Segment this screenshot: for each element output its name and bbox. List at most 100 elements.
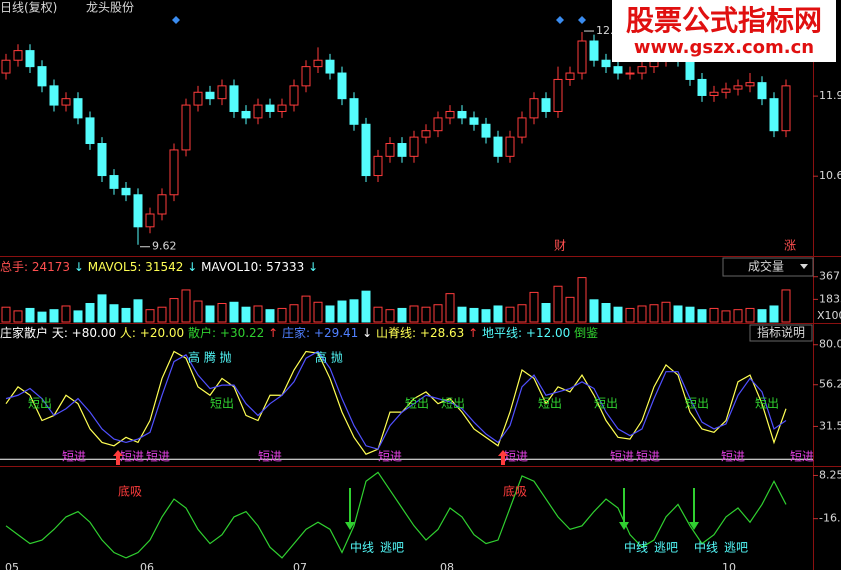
legend: 总手: 24173 ↓ MAVOL5: 31542 ↓ MAVOL10: 573…	[0, 260, 318, 274]
watermark-title: 股票公式指标网	[626, 4, 822, 37]
candle-body	[121, 187, 131, 196]
stock-name: 龙头股份	[86, 1, 134, 15]
volume-bar	[109, 304, 119, 323]
candle-body	[337, 72, 347, 100]
candle-body	[61, 98, 71, 106]
volume-bar	[421, 306, 431, 323]
candle-body	[1, 59, 11, 74]
help-label[interactable]: 指标说明	[757, 325, 805, 340]
legend-item: ↓	[362, 326, 372, 340]
legend-item: ↓	[308, 260, 318, 274]
volume-bar	[685, 306, 695, 323]
candle-body	[277, 104, 287, 112]
signal-label: 短进	[120, 450, 144, 464]
volume-bar	[349, 299, 359, 323]
candle-body	[781, 85, 791, 132]
volume-bar	[721, 310, 731, 323]
candle-body	[49, 85, 59, 106]
candle-body	[505, 136, 515, 157]
sell-arrow-head	[345, 522, 355, 530]
month-label: 07	[293, 561, 307, 570]
candle-body	[421, 130, 431, 138]
signal-label: 短出	[594, 397, 618, 411]
candle-body	[721, 88, 731, 93]
candle-body	[541, 98, 551, 112]
signal-label: 短进	[146, 450, 170, 464]
sell-arrow-head	[619, 522, 629, 530]
candle-body	[349, 98, 359, 125]
volume-bar	[709, 307, 719, 323]
volume-bar	[529, 291, 539, 323]
y-tick-label: 56.25	[819, 378, 841, 391]
candle-body	[589, 40, 599, 61]
candle-body	[637, 66, 647, 74]
candle-body	[433, 117, 443, 132]
volume-bar	[541, 303, 551, 323]
signal-label: 逃吧	[724, 541, 748, 555]
volume-bar	[37, 311, 47, 323]
volume-bar	[493, 305, 503, 323]
candle-body	[325, 59, 335, 74]
volume-bar	[337, 300, 347, 323]
candle-body	[205, 91, 215, 100]
month-label: 10	[722, 561, 736, 570]
candle-body	[241, 110, 251, 119]
dropdown-arrow[interactable]	[800, 264, 808, 269]
volume-bar	[601, 303, 611, 323]
volume-bar	[373, 306, 383, 323]
volume-bar	[229, 301, 239, 323]
volume-bar	[781, 289, 791, 323]
candle-body	[469, 117, 479, 125]
signal-label: 短进	[610, 450, 634, 464]
signal-label: 短进	[636, 450, 660, 464]
volume-bar	[289, 304, 299, 323]
y-tick-label: 10.69	[819, 169, 841, 182]
y-tick-label: 11.94	[819, 89, 841, 102]
signal-label: 高 抛	[315, 350, 343, 365]
candle-body	[397, 143, 407, 157]
signal-label: 短出	[538, 397, 562, 411]
volume-bar	[157, 306, 167, 323]
volume-bar	[625, 307, 635, 323]
candle-body	[145, 213, 155, 228]
volume-bar	[385, 309, 395, 323]
volume-bar	[25, 307, 35, 323]
candle-body	[133, 194, 143, 228]
legend-item: ↓	[187, 260, 197, 274]
candle-body	[625, 72, 635, 75]
signal-label: 短进	[62, 450, 86, 464]
volume-selector-label[interactable]: 成交量	[748, 259, 784, 274]
event-marker: 财	[554, 239, 566, 253]
buy-arrow	[113, 450, 123, 465]
indicator-line	[5, 350, 787, 455]
indicator-line	[5, 471, 787, 559]
buy-arrow	[498, 450, 508, 465]
volume-bar	[205, 305, 215, 323]
candle-body	[289, 85, 299, 106]
volume-bar	[277, 307, 287, 323]
y-tick-label: -16.0	[819, 512, 841, 525]
legend-item: 庄家: +29.41	[282, 325, 358, 340]
volume-bar	[121, 307, 131, 323]
volume-bar	[409, 305, 419, 323]
event-marker: 涨	[784, 238, 796, 253]
legend-item: MAVOL5: 31542	[88, 260, 184, 274]
candle-body	[445, 110, 455, 119]
legend-item: 庄家散户 天: +80.00	[0, 325, 116, 340]
volume-bar	[13, 310, 23, 323]
candle-body	[193, 91, 203, 106]
candle-body	[577, 40, 587, 74]
help-button[interactable]	[749, 324, 813, 342]
volume-bar	[85, 303, 95, 323]
legend: 庄家散户 天: +80.00 人: +20.00 散户: +30.22 ↑ 庄家…	[0, 325, 598, 340]
candle-body	[697, 78, 707, 96]
legend-item: MAVOL10: 57333	[201, 260, 304, 274]
signal-label: 短进	[378, 450, 402, 464]
volume-bar	[61, 305, 71, 323]
volume-bar	[505, 306, 515, 323]
volume-selector[interactable]	[722, 257, 814, 277]
volume-bar	[397, 307, 407, 323]
candle-body	[181, 104, 191, 151]
candle-body	[385, 143, 395, 157]
candle-body	[685, 59, 695, 80]
